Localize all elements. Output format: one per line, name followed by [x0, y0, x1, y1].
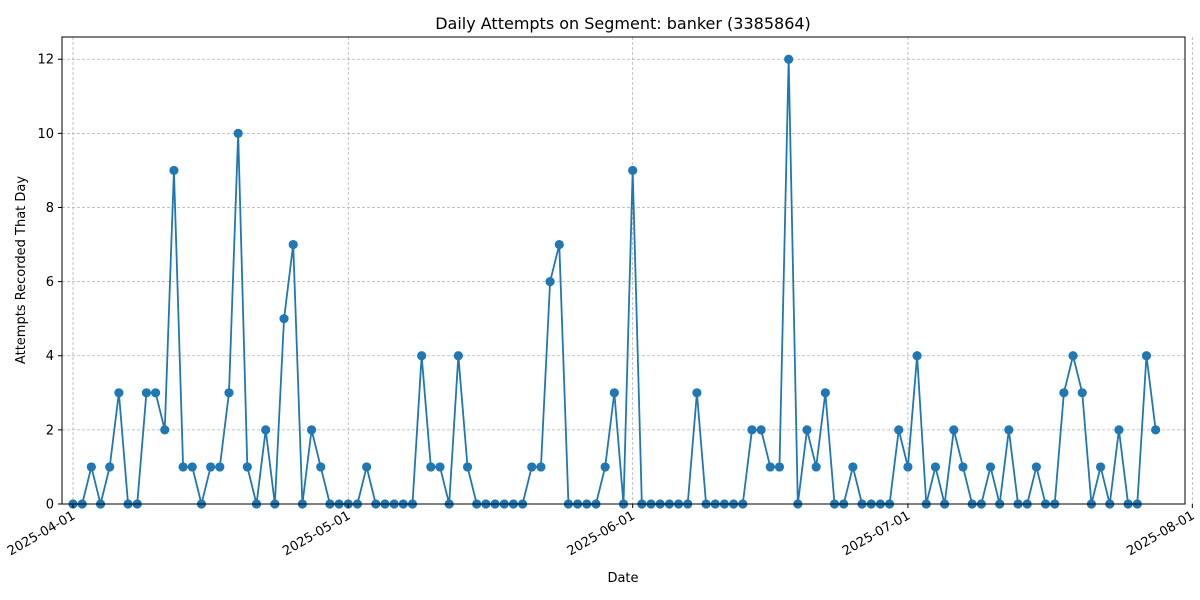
data-point — [912, 351, 922, 361]
data-point — [903, 462, 913, 472]
x-tick-label: 2025-05-01 — [280, 508, 353, 559]
x-tick-label: 2025-04-01 — [5, 508, 78, 559]
data-point — [747, 425, 757, 435]
data-point — [178, 462, 188, 472]
data-point — [811, 462, 821, 472]
data-point — [233, 128, 243, 138]
x-axis-title: Date — [607, 571, 638, 586]
data-point — [765, 462, 775, 472]
data-point — [692, 388, 702, 398]
data-point — [1004, 425, 1014, 435]
y-tick-label: 6 — [46, 275, 54, 290]
y-tick-label: 12 — [37, 53, 54, 68]
y-tick-label: 8 — [46, 201, 54, 216]
data-point — [279, 314, 289, 324]
data-point — [545, 277, 555, 287]
data-point — [306, 425, 317, 435]
data-point — [160, 425, 170, 435]
data-point — [150, 388, 161, 398]
data-point — [206, 462, 216, 472]
data-point — [417, 351, 427, 361]
data-point — [958, 462, 968, 472]
data-point — [985, 462, 996, 472]
y-tick-label: 0 — [46, 498, 54, 513]
data-point — [316, 462, 326, 472]
data-point — [169, 165, 179, 176]
data-point — [802, 425, 812, 435]
data-point — [114, 388, 124, 398]
data-point — [527, 462, 537, 472]
data-point — [288, 239, 298, 250]
data-point — [554, 239, 564, 250]
data-point — [105, 462, 115, 472]
data-point — [242, 462, 252, 472]
data-point — [774, 462, 785, 472]
data-point — [600, 462, 610, 472]
plot-frame — [61, 36, 1186, 505]
data-point — [848, 462, 858, 472]
data-point — [1068, 351, 1078, 361]
data-point — [86, 462, 96, 472]
chart-title: Daily Attempts on Segment: banker (33858… — [435, 14, 811, 33]
data-point — [930, 462, 941, 472]
data-point — [1077, 388, 1087, 398]
series-layer — [68, 54, 1161, 509]
data-point — [215, 462, 225, 472]
data-point — [628, 165, 638, 176]
data-point — [462, 462, 473, 472]
data-point — [894, 425, 904, 435]
data-point — [1114, 425, 1124, 435]
data-point — [756, 425, 766, 435]
data-point — [426, 462, 436, 472]
data-point — [1095, 462, 1106, 472]
y-tick-label: 10 — [37, 127, 54, 142]
data-point — [1031, 462, 1041, 472]
y-axis-title: Attempts Recorded That Day — [14, 176, 29, 364]
y-tick-label: 2 — [46, 423, 54, 438]
data-point — [1151, 425, 1161, 435]
data-point — [536, 462, 546, 472]
data-point — [224, 388, 234, 398]
labels-layer: Daily Attempts on Segment: banker (33858… — [14, 14, 811, 586]
x-tick-label: 2025-06-01 — [565, 508, 638, 559]
data-point — [141, 388, 152, 398]
data-point — [949, 425, 959, 435]
x-tick-label: 2025-08-01 — [1124, 508, 1197, 559]
data-point — [435, 462, 445, 472]
data-point — [187, 462, 197, 472]
data-point — [1141, 351, 1152, 361]
data-point — [820, 388, 830, 398]
data-point — [784, 54, 794, 64]
data-point — [453, 351, 463, 361]
data-point — [362, 462, 372, 472]
x-tick-label: 2025-07-01 — [840, 508, 913, 559]
y-tick-label: 4 — [46, 349, 54, 364]
data-point — [261, 425, 271, 435]
grid-layer — [62, 37, 1193, 505]
data-point — [609, 388, 619, 398]
data-point — [1059, 388, 1069, 398]
